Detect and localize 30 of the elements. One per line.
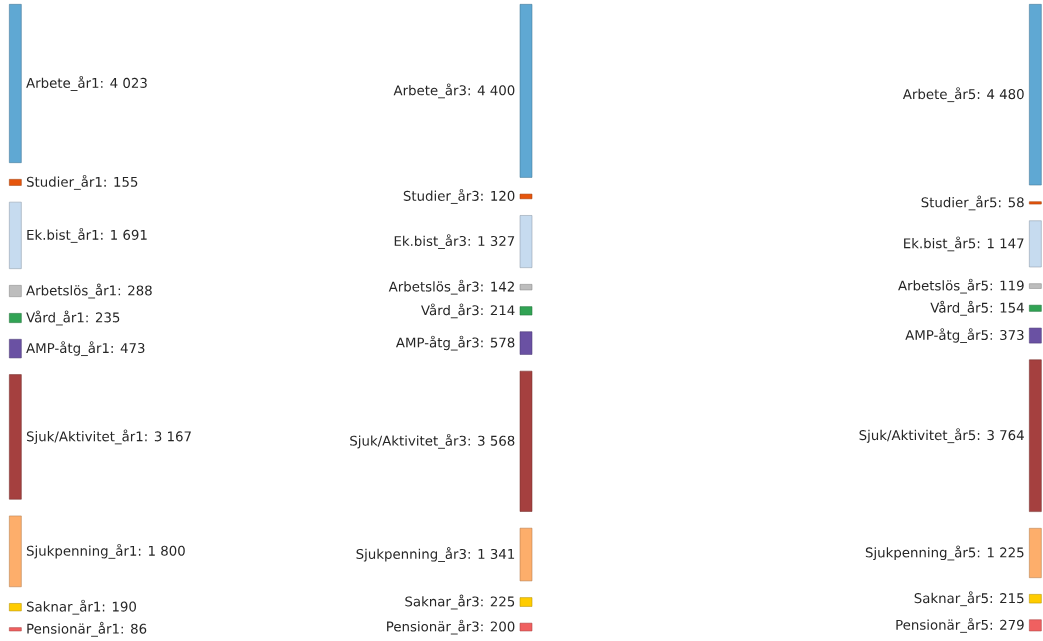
data-label: Saknar_år3: 225	[405, 594, 515, 610]
data-label: Vård_år1: 235	[26, 310, 120, 326]
data-label: AMP-åtg_år1: 473	[26, 341, 145, 356]
data-label: Pensionär_år1: 86	[27, 621, 147, 637]
data-label: Pensionär_år5: 279	[896, 617, 1024, 633]
data-label: Studier_år3: 120	[403, 188, 515, 204]
data-label: Arbetslös_år3: 142	[388, 279, 514, 295]
data-label: Studier_år1: 155	[26, 174, 138, 190]
data-label: Arbete_år5: 4 480	[902, 87, 1024, 103]
data-label: Sjukpenning_år5: 1 225	[865, 545, 1024, 561]
data-label: Vård_år5: 154	[930, 300, 1024, 316]
data-label: Sjuk/Aktivitet_år1: 3 167	[26, 429, 191, 445]
data-label: Ek.bist_år5: 1 147	[904, 236, 1024, 252]
data-label: Vård_år3: 214	[421, 303, 515, 319]
data-label: Arbetslös_år5: 119	[898, 278, 1024, 294]
data-label: Sjukpenning_år1: 1 800	[26, 543, 185, 559]
data-label: AMP-åtg_år5: 373	[905, 328, 1024, 343]
data-label: Sjuk/Aktivitet_år5: 3 764	[859, 428, 1024, 444]
data-label: Arbete_år1: 4 023	[26, 75, 147, 91]
data-label: AMP-åtg_år3: 578	[395, 335, 515, 351]
data-label: Arbete_år3: 4 400	[393, 83, 515, 99]
data-label: Saknar_år1: 190	[26, 599, 137, 615]
data-label: Pensionär_år3: 200	[387, 619, 515, 635]
data-label: Arbetslös_år1: 288	[26, 283, 152, 299]
data-label: Saknar_år5: 215	[914, 591, 1024, 607]
data-label: Sjuk/Aktivitet_år3: 3 568	[350, 433, 515, 449]
data-label: Ek.bist_år1: 1 691	[27, 227, 147, 243]
data-label: Sjukpenning_år3: 1 341	[356, 547, 515, 562]
data-label: Studier_år5: 58	[921, 195, 1024, 211]
data-label: Ek.bist_år3: 1 327	[394, 234, 515, 249]
